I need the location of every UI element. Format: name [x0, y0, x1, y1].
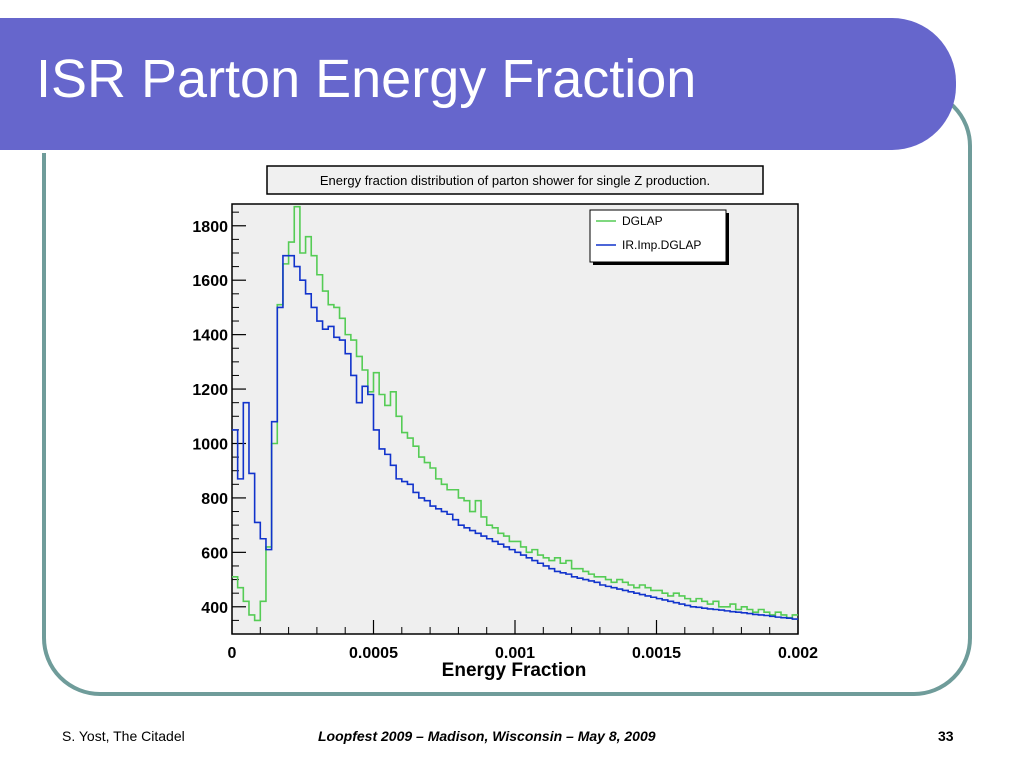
slide-title: ISR Parton Energy Fraction: [36, 49, 697, 109]
x-tick-label: 0.0005: [349, 645, 398, 662]
x-axis-label: Energy Fraction: [442, 660, 587, 681]
y-tick-label: 1400: [192, 328, 228, 345]
x-tick-label: 0: [228, 645, 237, 662]
plot-area: [231, 203, 799, 635]
legend-label-dglap: DGLAP: [622, 214, 663, 228]
legend-label-ir-imp-dglap: IR.Imp.DGLAP: [622, 238, 701, 252]
y-tick-label: 1800: [192, 219, 228, 236]
x-tick-label: 0.0015: [632, 645, 681, 662]
y-tick-label: 1000: [192, 436, 228, 453]
histogram-chart: Energy fraction distribution of parton s…: [192, 165, 818, 681]
footer-author: S. Yost, The Citadel: [62, 728, 185, 744]
y-tick-label: 600: [201, 545, 228, 562]
title-bar: [0, 18, 956, 153]
y-tick-label: 1600: [192, 273, 228, 290]
page-number: 33: [938, 728, 954, 744]
legend-box: [589, 209, 727, 263]
footer-event: Loopfest 2009 – Madison, Wisconsin – May…: [318, 728, 656, 744]
y-tick-label: 800: [201, 491, 228, 508]
title-underline: [0, 150, 906, 153]
series-line-dglap: [232, 205, 798, 622]
y-tick-label: 400: [201, 600, 228, 617]
chart-title-box: [266, 165, 764, 195]
x-tick-label: 0.001: [495, 645, 535, 662]
series-line-ir-imp-dglap: [232, 254, 798, 620]
y-tick-label: 1200: [192, 382, 228, 399]
x-tick-label: 0.002: [778, 645, 818, 662]
chart-title: Energy fraction distribution of parton s…: [320, 173, 710, 188]
